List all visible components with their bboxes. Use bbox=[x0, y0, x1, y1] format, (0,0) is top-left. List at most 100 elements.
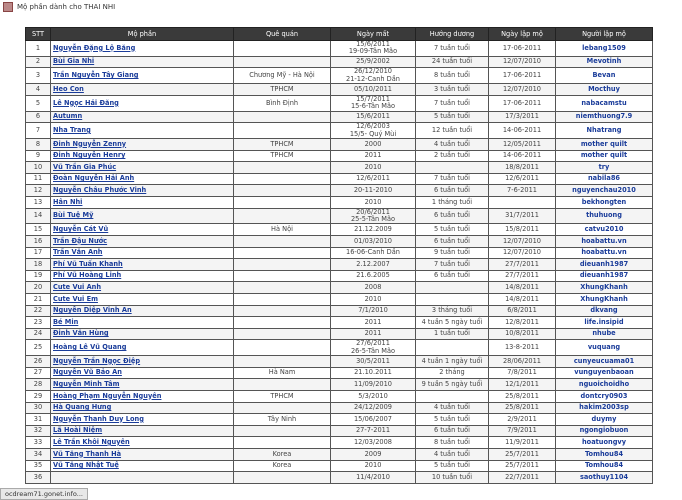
user-cell[interactable]: Mocthuy bbox=[555, 83, 653, 96]
user-cell[interactable]: saothuy1104 bbox=[555, 471, 653, 484]
name-cell[interactable]: Vũ Tăng Nhật Tuệ bbox=[50, 459, 234, 473]
name-cell[interactable]: Vũ Trần Gia Phúc bbox=[50, 161, 234, 174]
user-cell[interactable]: Tomhou84 bbox=[555, 459, 653, 473]
name-cell[interactable]: Đinh Nguyễn Henry bbox=[50, 149, 234, 163]
user-cell[interactable]: hoabattu.vn bbox=[555, 246, 653, 260]
name-cell[interactable]: Nguyễn Đặng Lộ Băng bbox=[50, 40, 234, 57]
row: 22 Nguyễn Diệp Vinh An 7/1/2010 3 tháng tuổ… bbox=[25, 304, 653, 318]
row: 30 Hà Quang Hưng 24/12/2009 4 tuần tuổi 25/8… bbox=[25, 401, 653, 415]
name-cell[interactable]: Đinh Văn Hùng bbox=[50, 327, 234, 341]
user-cell[interactable]: catvu2010 bbox=[555, 223, 653, 236]
user-cell[interactable]: cunyeucuama01 bbox=[555, 355, 653, 368]
user-cell[interactable]: hakim2003sp bbox=[555, 401, 653, 415]
name-cell[interactable]: Bùi Tuệ Mỹ bbox=[50, 207, 234, 225]
idx-cell: 31 bbox=[25, 413, 51, 426]
user-cell[interactable]: hoatuongvy bbox=[555, 436, 653, 449]
name-cell[interactable]: Bé Min bbox=[50, 316, 234, 329]
user-cell[interactable]: life.insipid bbox=[555, 316, 653, 329]
name-cell[interactable]: Bùi Gia Nhi bbox=[50, 55, 234, 69]
home-cell bbox=[233, 110, 331, 124]
name-cell[interactable]: Autumn bbox=[50, 110, 234, 124]
row: 10 Vũ Trần Gia Phúc 2010 18/8/2011 try bbox=[25, 161, 653, 174]
name-cell[interactable]: Heo Con bbox=[50, 83, 234, 96]
user-cell[interactable]: dontcry0903 bbox=[555, 389, 653, 403]
user-cell[interactable]: vuquang bbox=[555, 339, 653, 357]
date-cell: 20/6/2011 25-5-Tân Mão bbox=[330, 207, 416, 225]
age-cell: 4 tuần tuổi bbox=[415, 138, 489, 151]
home-cell: Bình Định bbox=[233, 94, 331, 112]
user-cell[interactable]: Mevotinh bbox=[555, 55, 653, 69]
date-cell: 25/9/2002 bbox=[330, 55, 416, 69]
name-cell[interactable]: Hân Nhi bbox=[50, 196, 234, 209]
date-cell: 27-7-2011 bbox=[330, 424, 416, 438]
name-cell[interactable]: Lã Hoài Niệm bbox=[50, 424, 234, 438]
home-cell bbox=[233, 471, 331, 484]
name-cell[interactable]: Trần Nguyễn Tây Giang bbox=[50, 67, 234, 85]
created-cell: 15/8/2011 bbox=[488, 223, 556, 236]
age-cell: 7 tuần tuổi bbox=[415, 172, 489, 186]
user-cell[interactable]: XhungKhanh bbox=[555, 281, 653, 294]
user-cell[interactable]: nabila86 bbox=[555, 172, 653, 186]
idx-cell: 25 bbox=[25, 339, 51, 357]
user-cell[interactable]: nguoichoidho bbox=[555, 378, 653, 391]
user-cell[interactable]: duymy bbox=[555, 413, 653, 426]
user-cell[interactable]: try bbox=[555, 161, 653, 174]
user-cell[interactable]: dieuanh1987 bbox=[555, 258, 653, 271]
name-cell[interactable]: Vũ Tăng Thanh Hà bbox=[50, 447, 234, 461]
line: 12/6/2003 bbox=[356, 122, 390, 131]
user-cell[interactable]: lebang1509 bbox=[555, 40, 653, 57]
name-cell[interactable]: Hoàng Lê Vũ Quang bbox=[50, 339, 234, 357]
name-cell[interactable]: Lê Ngọc Hải Đăng bbox=[50, 94, 234, 112]
date-cell: 15/7/2011 15-6-Tân Mão bbox=[330, 94, 416, 112]
user-cell[interactable]: Tomhou84 bbox=[555, 447, 653, 461]
row: 17 Trần Văn Anh 16-06-Canh Dần 9 tuần tuổi 1… bbox=[25, 246, 653, 260]
name-cell[interactable]: Cute Vui Em bbox=[50, 292, 234, 306]
name-cell[interactable]: Lê Trần Khôi Nguyên bbox=[50, 436, 234, 449]
user-cell[interactable]: ngongiobuon bbox=[555, 424, 653, 438]
idx-cell: 3 bbox=[25, 67, 51, 85]
home-cell: Hà Nam bbox=[233, 366, 331, 380]
date-cell: 2000 bbox=[330, 138, 416, 151]
user-cell[interactable]: bekhongten bbox=[555, 196, 653, 209]
name-cell[interactable]: Nguyễn Châu Phước Vinh bbox=[50, 184, 234, 197]
home-cell bbox=[233, 269, 331, 283]
user-cell[interactable]: dieuanh1987 bbox=[555, 269, 653, 283]
user-cell[interactable]: vunguyenbaoan bbox=[555, 366, 653, 380]
name-cell[interactable]: Trần Đậu Nước bbox=[50, 235, 234, 248]
name-cell[interactable]: Nha Trang bbox=[50, 122, 234, 140]
user-cell[interactable]: niemthuong7.9 bbox=[555, 110, 653, 124]
user-cell[interactable]: thuhuong bbox=[555, 207, 653, 225]
idx-cell: 7 bbox=[25, 122, 51, 140]
name-cell[interactable]: Nguyễn Trần Ngọc Điệp bbox=[50, 355, 234, 368]
name-cell[interactable]: Nguyễn Minh Tâm bbox=[50, 378, 234, 391]
name-cell[interactable]: Trần Văn Anh bbox=[50, 246, 234, 260]
user-cell[interactable]: Nhatrang bbox=[555, 122, 653, 140]
name-cell[interactable]: Đoàn Nguyễn Hải Anh bbox=[50, 172, 234, 186]
column-header: Ngày mất bbox=[330, 27, 416, 41]
user-cell[interactable]: nabacamstu bbox=[555, 94, 653, 112]
name-cell[interactable]: Hà Quang Hưng bbox=[50, 401, 234, 415]
user-cell[interactable]: nhube bbox=[555, 327, 653, 341]
user-cell[interactable]: dkvang bbox=[555, 304, 653, 318]
age-cell bbox=[415, 161, 489, 174]
name-cell[interactable]: Phí Vũ Tuấn Khanh bbox=[50, 258, 234, 271]
name-cell[interactable]: Nguyễn Cát Vũ bbox=[50, 223, 234, 236]
user-cell[interactable]: mother quilt bbox=[555, 138, 653, 151]
user-cell[interactable]: mother quilt bbox=[555, 149, 653, 163]
user-cell[interactable]: nguyenchau2010 bbox=[555, 184, 653, 197]
name-cell[interactable]: Phí Vũ Hoàng Linh bbox=[50, 269, 234, 283]
row: 14 Bùi Tuệ Mỹ 20/6/2011 25-5-Tân Mão 6 tuần … bbox=[25, 207, 653, 225]
created-cell: 12/8/2011 bbox=[488, 316, 556, 329]
user-cell[interactable]: hoabattu.vn bbox=[555, 235, 653, 248]
user-cell[interactable]: Bevan bbox=[555, 67, 653, 85]
name-cell[interactable]: Đinh Nguyễn Zenny bbox=[50, 138, 234, 151]
name-cell[interactable]: Hoàng Phạm Nguyễn Nguyên bbox=[50, 389, 234, 403]
user-cell[interactable]: XhungKhanh bbox=[555, 292, 653, 306]
idx-cell: 21 bbox=[25, 292, 51, 306]
name-cell[interactable]: Nguyễn Diệp Vinh An bbox=[50, 304, 234, 318]
name-cell[interactable]: Nguyễn Vũ Bảo An bbox=[50, 366, 234, 380]
name-cell[interactable]: Nguyễn Thanh Duy Long bbox=[50, 413, 234, 426]
created-cell: 14-06-2011 bbox=[488, 149, 556, 163]
name-cell[interactable]: Cute Vui Anh bbox=[50, 281, 234, 294]
